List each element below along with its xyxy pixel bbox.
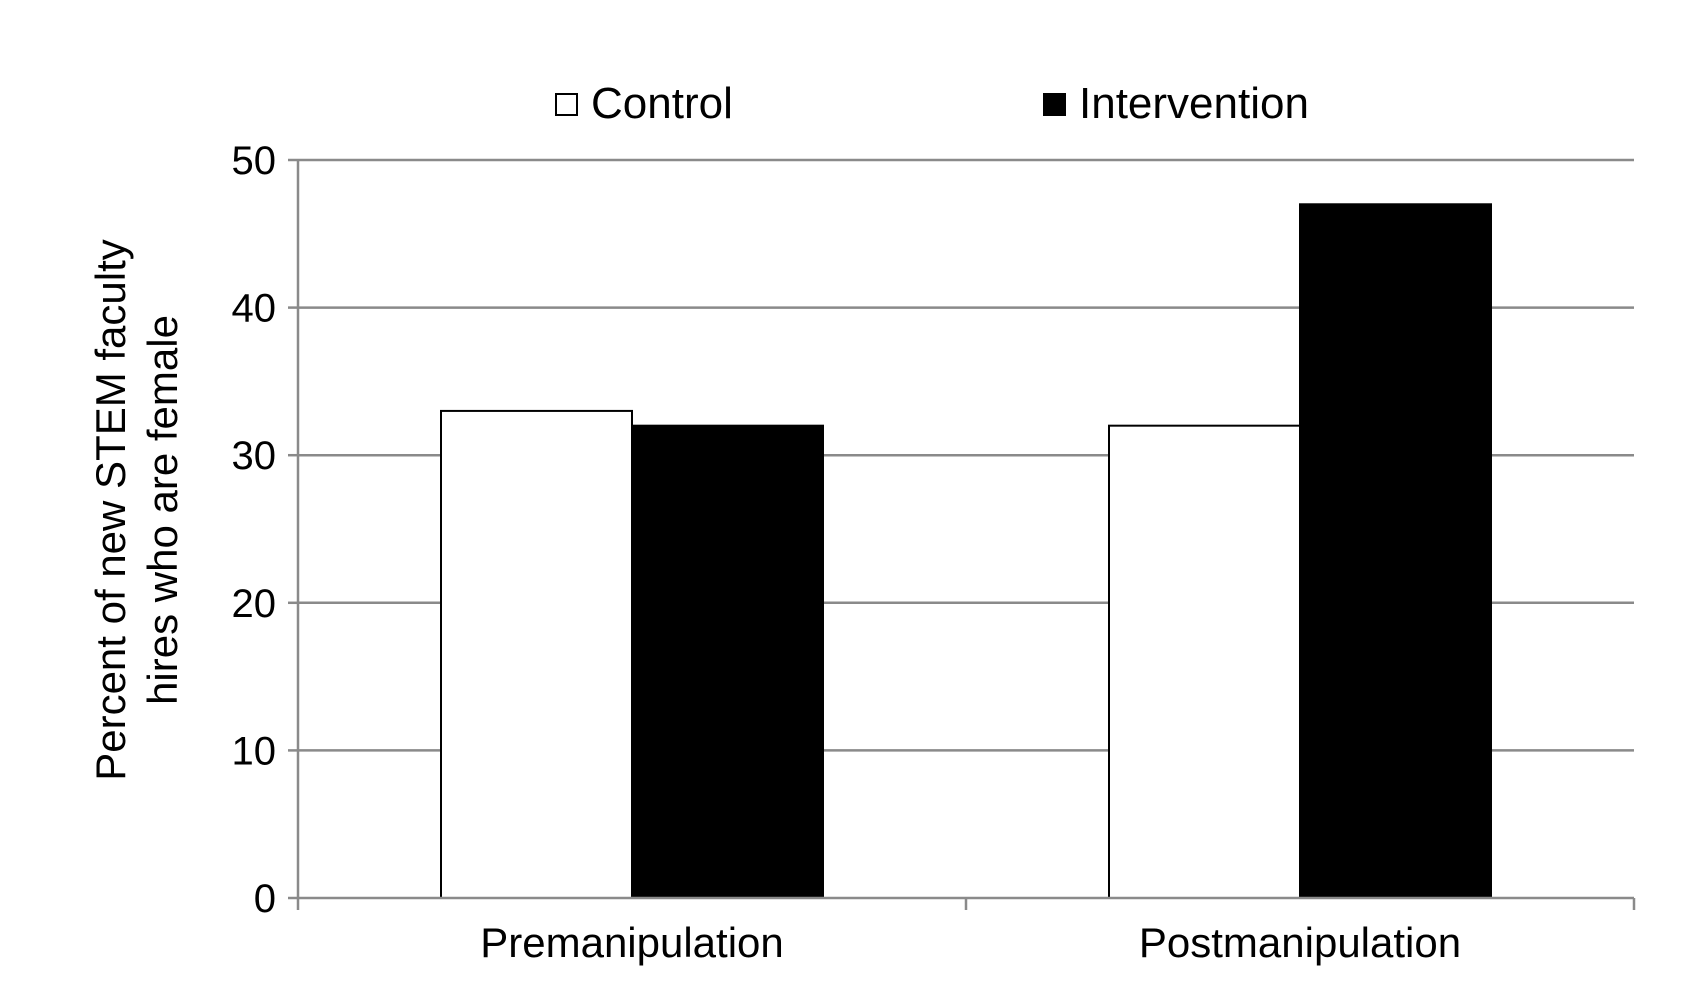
y-tick-label: 50 <box>232 139 277 183</box>
y-tick-label: 40 <box>232 287 277 331</box>
y-axis-label-line: Percent of new STEM faculty <box>87 239 134 781</box>
y-tick-label: 10 <box>232 729 277 773</box>
y-axis-label: Percent of new STEM faculty hires who are… <box>87 239 186 781</box>
bar-control-premanipulation <box>440 409 633 899</box>
y-tick-label: 30 <box>232 434 277 478</box>
x-tick-labels: Premanipulation Postmanipulation <box>480 919 1461 966</box>
legend-swatch-control <box>555 93 578 116</box>
bar-intervention-postmanipulation <box>1299 203 1492 899</box>
y-tick-label: 0 <box>254 877 276 921</box>
axes <box>296 160 1636 910</box>
bar-control-postmanipulation <box>1108 424 1301 899</box>
legend-label-intervention: Intervention <box>1079 79 1309 128</box>
y-tick-label: 20 <box>232 582 277 626</box>
bar-intervention-premanipulation <box>631 424 824 899</box>
bars <box>440 203 1492 899</box>
y-tick-labels: 0 10 20 30 40 50 <box>232 139 277 921</box>
legend: Control Intervention <box>555 79 1309 128</box>
legend-swatch-intervention <box>1043 93 1066 116</box>
y-axis-label-line: hires who are female <box>139 315 186 705</box>
x-tick-label: Postmanipulation <box>1139 919 1461 966</box>
x-tick-label: Premanipulation <box>480 919 784 966</box>
legend-label-control: Control <box>591 79 733 128</box>
